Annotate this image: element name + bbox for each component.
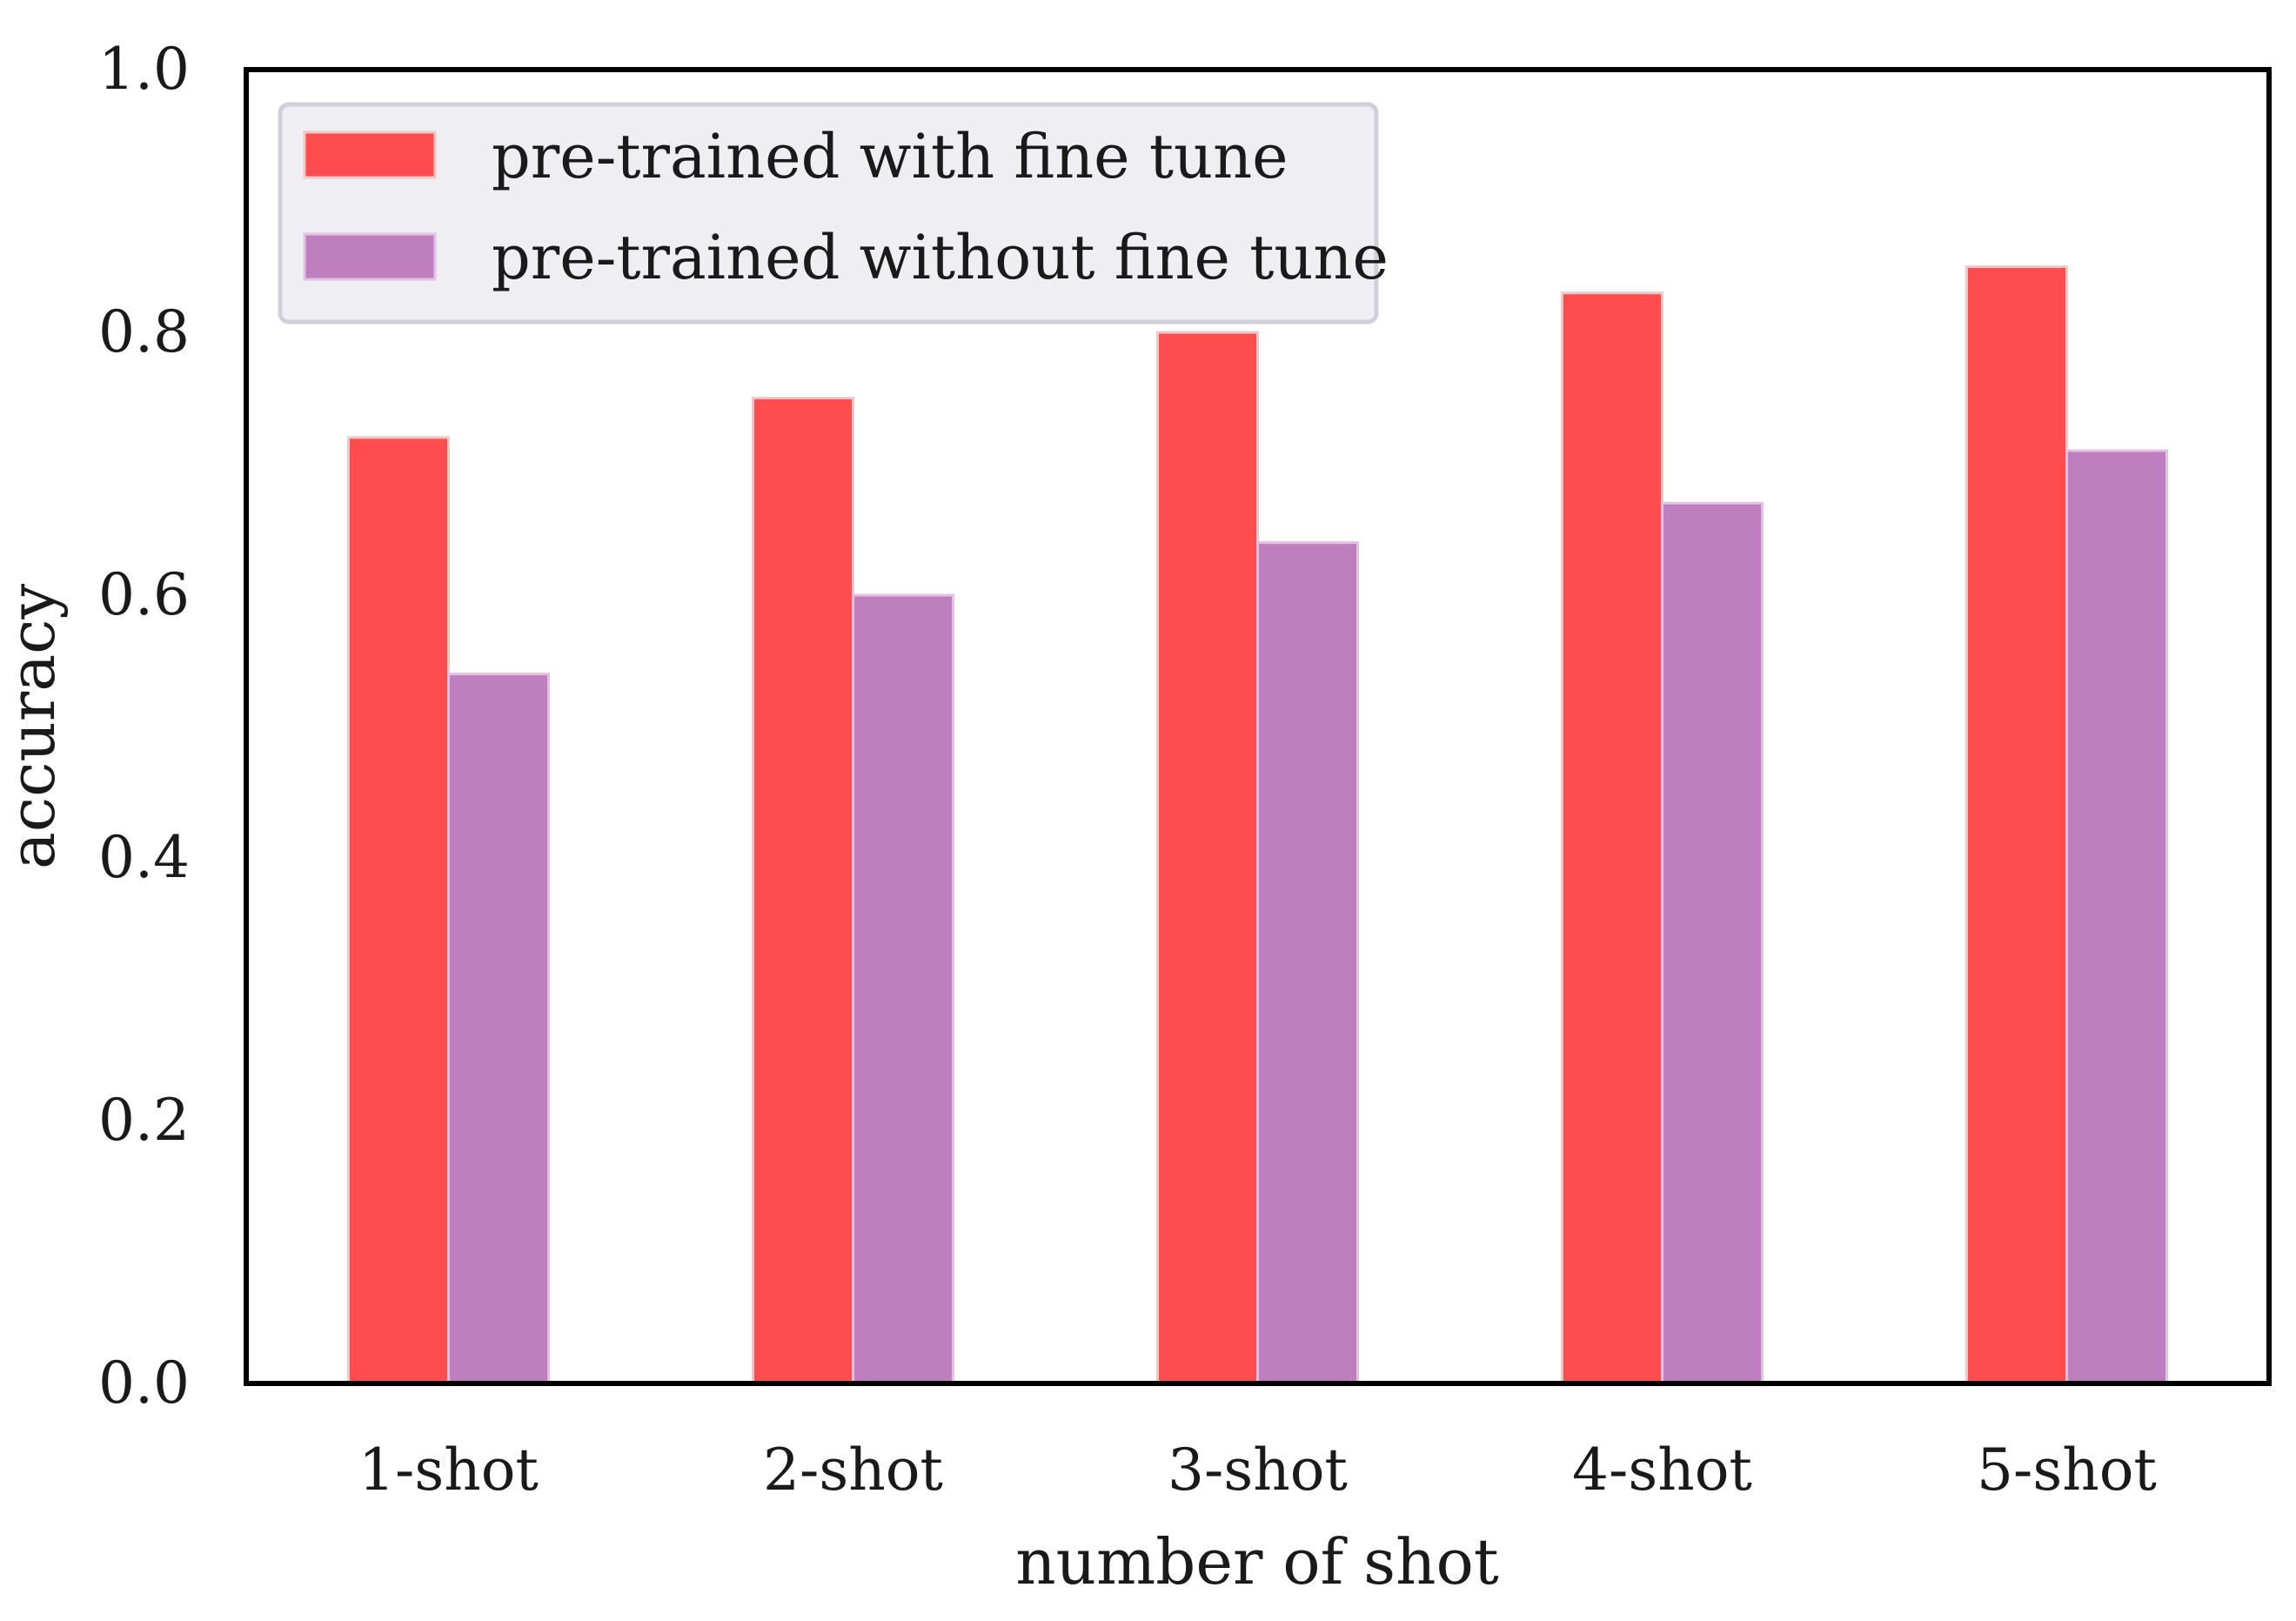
y-tick-label: 0.0 [98,1350,190,1417]
bar-with-fine-tune-4-shot [1561,291,1663,1385]
legend-swatch-without-fine-tune [303,232,437,281]
bar-with-fine-tune-3-shot [1156,331,1259,1385]
y-axis-ticks: 0.0 0.2 0.4 0.6 0.8 1.0 [98,36,190,1417]
legend-swatch-with-fine-tune [303,131,437,179]
bar-with-fine-tune-2-shot [752,397,854,1385]
legend-box [278,102,1379,325]
y-tick-label: 0.2 [98,1087,190,1154]
y-tick-label: 1.0 [98,36,190,103]
bar-with-fine-tune-1-shot [347,436,450,1385]
bar-without-fine-tune-3-shot [1256,541,1359,1385]
legend: pre-trained with fine tune pre-trained w… [278,102,1389,325]
bar-without-fine-tune-1-shot [447,673,550,1385]
x-axis-title: number of shot [1015,1525,1499,1598]
y-axis-title: accuracy [0,584,69,870]
y-tick-label: 0.4 [98,824,190,891]
x-tick-label: 4-shot [1572,1437,1752,1504]
bar-with-fine-tune-5-shot [1965,265,2068,1385]
legend-label-with-fine-tune: pre-trained with fine tune [492,121,1289,192]
plot-frame [244,67,2272,1386]
legend-label-without-fine-tune: pre-trained without fine tune [492,222,1389,293]
x-tick-label: 3-shot [1168,1437,1348,1504]
x-tick-label: 1-shot [358,1437,539,1504]
x-tick-label: 5-shot [1977,1437,2157,1504]
bars-group [347,265,2168,1385]
bar-without-fine-tune-4-shot [1661,501,1764,1385]
y-tick-label: 0.6 [98,561,190,628]
bar-without-fine-tune-5-shot [2065,449,2168,1385]
x-axis-ticks: 1-shot 2-shot 3-shot 4-shot 5-shot [358,1437,2157,1504]
bar-without-fine-tune-2-shot [852,593,954,1385]
x-tick-label: 2-shot [763,1437,943,1504]
y-tick-label: 0.8 [98,298,190,365]
